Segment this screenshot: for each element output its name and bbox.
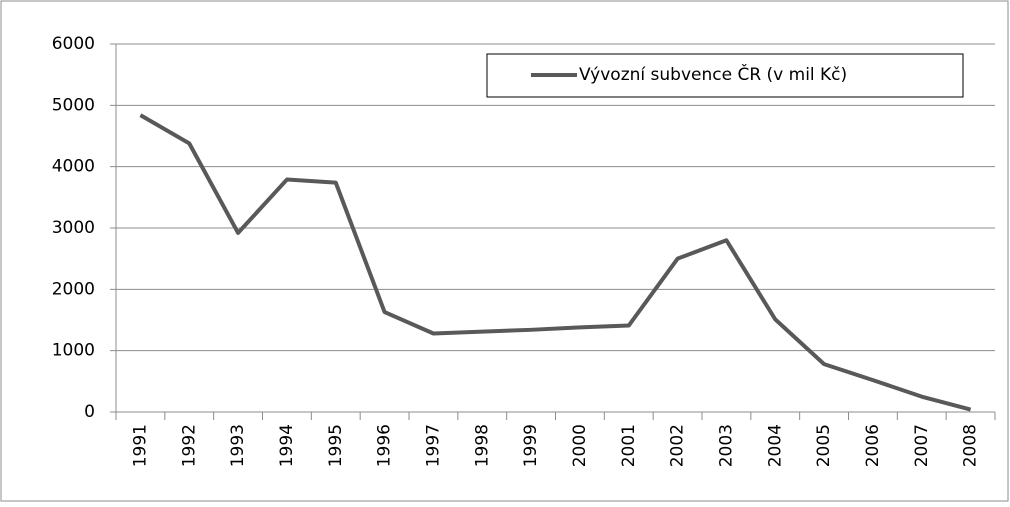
series-line [139, 113, 972, 412]
x-tick-label: 2008 [961, 424, 981, 467]
x-tick-label: 1993 [228, 424, 248, 467]
x-tick-label: 2001 [619, 424, 639, 467]
x-tick-label: 1996 [375, 424, 395, 467]
x-tick-label: 2000 [570, 424, 590, 467]
y-tick-label: 3000 [52, 218, 95, 238]
x-tick-label: 2007 [912, 424, 932, 467]
x-tick-label: 1994 [277, 424, 297, 467]
x-tick-label: 2005 [814, 424, 834, 467]
x-tick-label: 1998 [472, 424, 492, 467]
x-tick-label: 2004 [765, 424, 785, 467]
x-tick-label: 1995 [326, 424, 346, 467]
y-tick-label: 2000 [52, 279, 95, 299]
x-tick-label: 1997 [423, 424, 443, 467]
x-tick-label: 1999 [521, 424, 541, 467]
x-tick-label: 1991 [130, 424, 150, 467]
y-tick-label: 5000 [52, 95, 95, 115]
x-tick-label: 1992 [179, 424, 199, 467]
x-tick-label: 2003 [716, 424, 736, 467]
y-tick-label: 4000 [52, 157, 95, 177]
legend-label: Vývozní subvence ČR (v mil Kč) [579, 63, 847, 85]
y-tick-label: 1000 [52, 341, 95, 361]
x-tick-label: 2002 [668, 424, 688, 467]
y-tick-label: 0 [84, 402, 95, 422]
x-tick-label: 2006 [863, 424, 883, 467]
y-tick-label: 6000 [52, 34, 95, 54]
